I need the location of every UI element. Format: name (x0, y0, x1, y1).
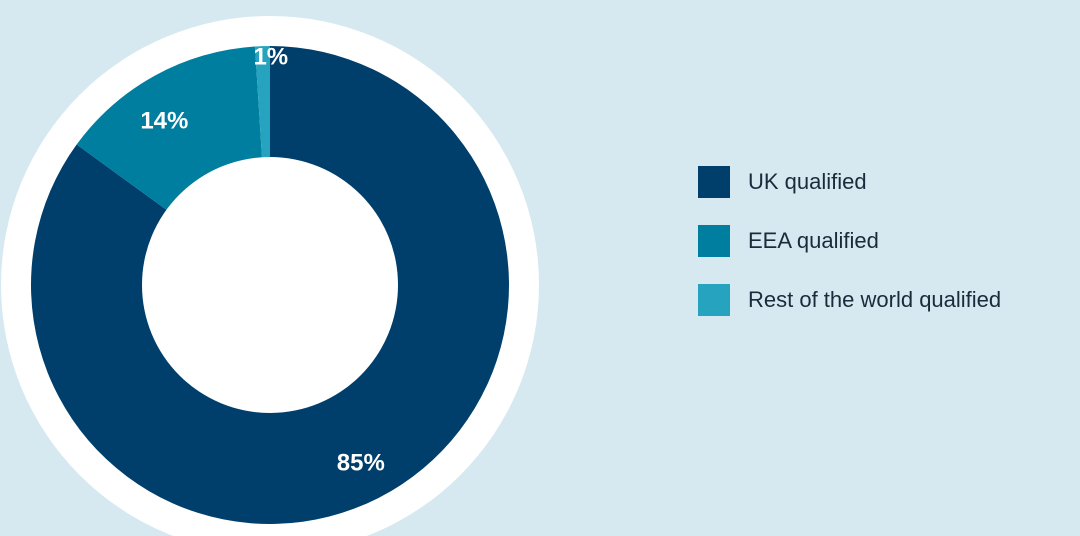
legend-label-uk: UK qualified (748, 169, 867, 194)
slice-label-eea: 14% (140, 108, 188, 135)
legend-swatch-rest-of-world (698, 284, 730, 316)
donut-hole (142, 157, 398, 413)
donut-chart: 85% 14% 1% (1, 16, 539, 536)
legend-swatch-eea (698, 225, 730, 257)
slice-labels-group: 85% 14% 1% (140, 44, 384, 477)
legend-item-eea: EEA qualified (698, 225, 1001, 257)
legend-label-rest-of-world: Rest of the world qualified (748, 287, 1002, 312)
legend-item-uk: UK qualified (698, 166, 1001, 198)
legend-label-eea: EEA qualified (748, 228, 879, 253)
legend-item-rest-of-world: Rest of the world qualified (698, 284, 1001, 316)
legend-swatch-uk (698, 166, 730, 198)
slice-label-rest-of-world: 1% (253, 44, 288, 71)
legend: UK qualified EEA qualified Rest of the w… (698, 166, 1001, 343)
slice-label-uk: 85% (337, 450, 385, 477)
